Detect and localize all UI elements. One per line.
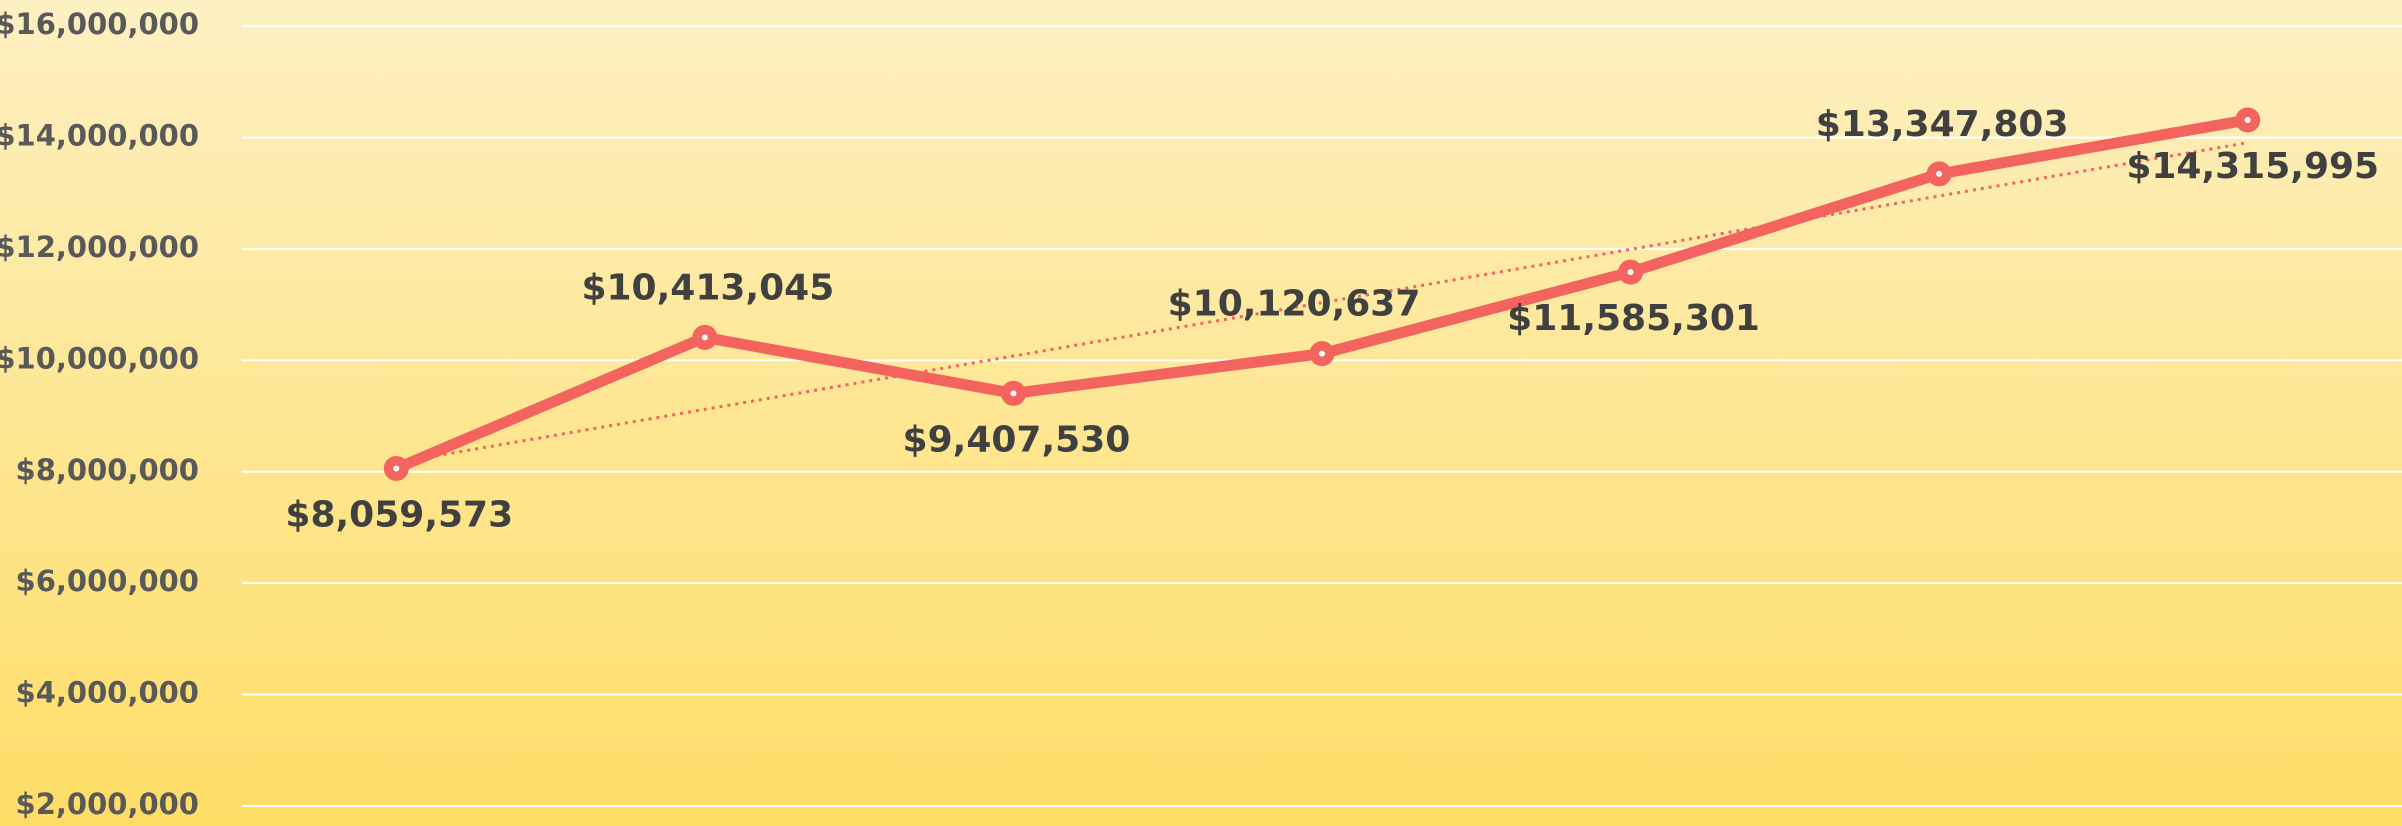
data-label: $10,120,637 [1168, 284, 1421, 325]
y-tick-label: $14,000,000 [0, 119, 199, 153]
data-label: $9,407,530 [903, 419, 1131, 460]
y-tick-label: $2,000,000 [16, 787, 199, 821]
point-center [1319, 350, 1325, 357]
data-label: $13,347,803 [1816, 104, 2069, 145]
data-label: $11,585,301 [1507, 298, 1760, 339]
point-center [1936, 170, 1943, 177]
point-center [1627, 269, 1634, 276]
y-tick-label: $16,000,000 [0, 7, 199, 41]
point-center [393, 465, 400, 472]
data-label: $10,413,045 [581, 267, 834, 308]
point-center [701, 334, 708, 341]
y-tick-label: $4,000,000 [16, 676, 199, 710]
data-label: $8,059,573 [285, 494, 513, 535]
y-tick-label: $10,000,000 [0, 341, 199, 375]
point-center [1010, 390, 1017, 397]
y-tick-label: $8,000,000 [16, 453, 199, 487]
trendline [396, 141, 2248, 465]
y-tick-label: $12,000,000 [0, 230, 199, 264]
point-center [2244, 116, 2251, 123]
y-tick-label: $6,000,000 [16, 564, 199, 598]
data-label: $14,315,995 [2126, 146, 2379, 187]
